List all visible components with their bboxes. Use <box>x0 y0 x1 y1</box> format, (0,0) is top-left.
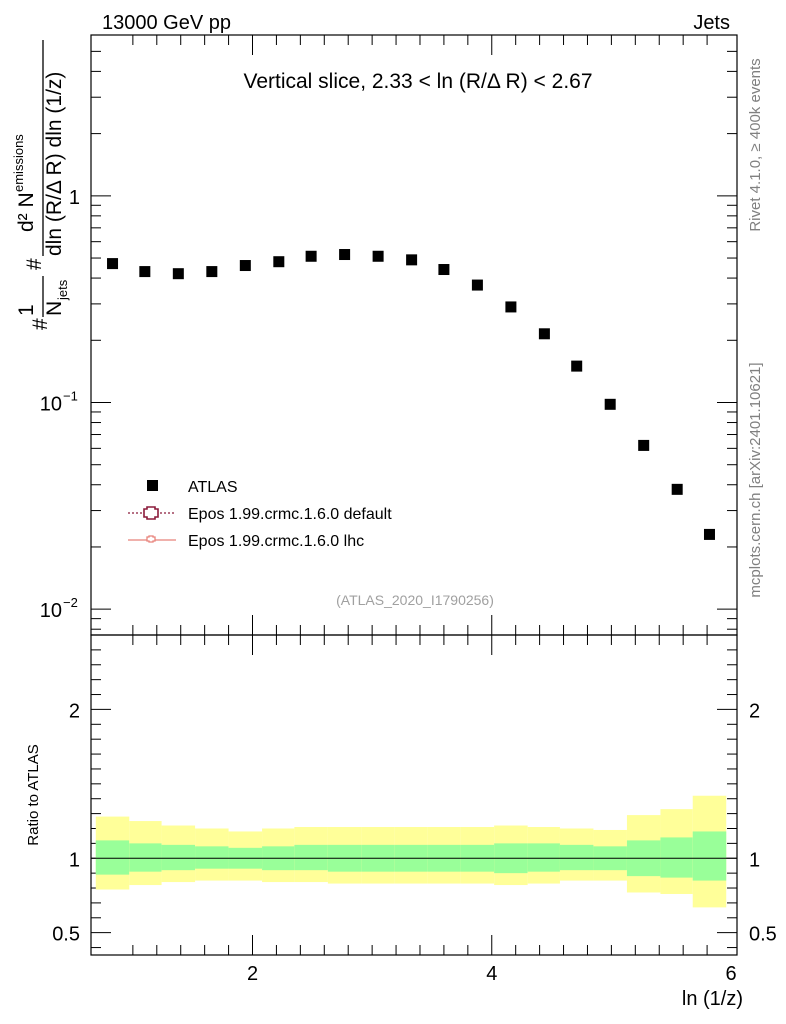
y-label-one: 1 <box>15 304 38 316</box>
y-label-numerator-sub: emissions <box>11 134 26 192</box>
data-point <box>372 250 384 262</box>
data-point <box>339 249 351 261</box>
ratio-axis-ticks: 2 4 6 0.5 0.5 1 1 2 2 <box>52 634 777 985</box>
legend-epos-default-marker <box>143 506 159 520</box>
x-tick-label: 2 <box>247 963 258 985</box>
x-tick-label: 6 <box>725 963 736 985</box>
band-inner <box>660 837 693 878</box>
legend: ATLAS Epos 1.99.crmc.1.6.0 default Epos … <box>128 479 392 550</box>
process-label: Jets <box>693 12 730 34</box>
data-point <box>206 266 218 278</box>
data-point <box>406 254 418 266</box>
data-point <box>273 256 285 268</box>
data-point <box>139 266 151 278</box>
analysis-label: (ATLAS_2020_I1790256) <box>336 592 494 608</box>
plot-title: Vertical slice, 2.33 < ln (R/Δ R) < 2.67 <box>243 70 592 93</box>
mcplots-label: mcplots.cern.ch [arXiv:2401.10621] <box>747 362 764 597</box>
data-point <box>438 264 450 276</box>
data-point <box>638 439 650 451</box>
legend-atlas-marker <box>147 480 158 491</box>
band-inner <box>195 846 229 869</box>
band-inner <box>692 831 727 881</box>
data-point <box>172 268 184 280</box>
data-point <box>239 260 251 272</box>
data-points <box>107 249 715 540</box>
ratio-bands <box>95 795 727 908</box>
data-point <box>703 528 715 540</box>
data-point <box>671 483 683 495</box>
band-inner <box>294 844 328 871</box>
ratio-y-tick-label: 2 <box>69 700 80 722</box>
y-label-njets: N <box>43 301 66 316</box>
main-axis-ticks: 10 −210 −11 <box>40 34 737 635</box>
ratio-y-tick-label: 1 <box>69 849 80 871</box>
y-label-njets-sub: jets <box>55 279 70 301</box>
legend-epos-lhc-marker <box>146 535 156 543</box>
data-point <box>604 398 616 410</box>
data-point <box>538 328 550 340</box>
rivet-version-label: Rivet 4.1.0, ≥ 400k events <box>747 58 764 231</box>
ratio-y-tick-label-right: 2 <box>749 700 760 722</box>
x-axis-label: ln (1/z) <box>682 988 743 1010</box>
data-point <box>505 301 517 313</box>
legend-epos-lhc-label: Epos 1.99.crmc.1.6.0 lhc <box>188 533 364 550</box>
y-tick-label: 1 <box>69 187 80 209</box>
y-tick-label-exp: −2 <box>63 595 78 610</box>
legend-atlas-label: ATLAS <box>188 479 238 496</box>
energy-label: 13000 GeV pp <box>102 12 231 34</box>
ratio-panel-frame <box>90 634 738 956</box>
data-point <box>471 279 483 291</box>
ratio-y-tick-label-right: 1 <box>749 849 760 871</box>
legend-epos-default-label: Epos 1.99.crmc.1.6.0 default <box>188 506 392 523</box>
data-point <box>305 250 317 262</box>
y-label-hash-left: # <box>29 318 52 330</box>
y-label-denominator: dln (R/Δ R) dln (1/z) <box>43 72 66 256</box>
x-tick-label: 4 <box>486 963 497 985</box>
data-point <box>107 258 119 270</box>
y-label-numerator: d² N <box>15 192 38 232</box>
y-tick-label-exp: −1 <box>63 389 78 404</box>
y-tick-label-base: 10 <box>40 394 62 416</box>
y-label-hash-mid: # <box>23 258 46 270</box>
main-y-axis-label: # 1 N jets # d² N emissions dln (R/Δ R) … <box>11 40 70 330</box>
data-point <box>571 360 583 372</box>
ratio-y-tick-label: 0.5 <box>52 924 80 946</box>
ratio-y-axis-label: Ratio to ATLAS <box>25 744 42 845</box>
band-inner <box>527 843 560 872</box>
ratio-y-tick-label-right: 0.5 <box>749 924 777 946</box>
y-tick-label-base: 10 <box>40 600 62 622</box>
band-inner <box>95 840 130 875</box>
band-inner <box>161 844 196 871</box>
band-inner <box>559 844 594 871</box>
band-inner <box>129 843 162 872</box>
